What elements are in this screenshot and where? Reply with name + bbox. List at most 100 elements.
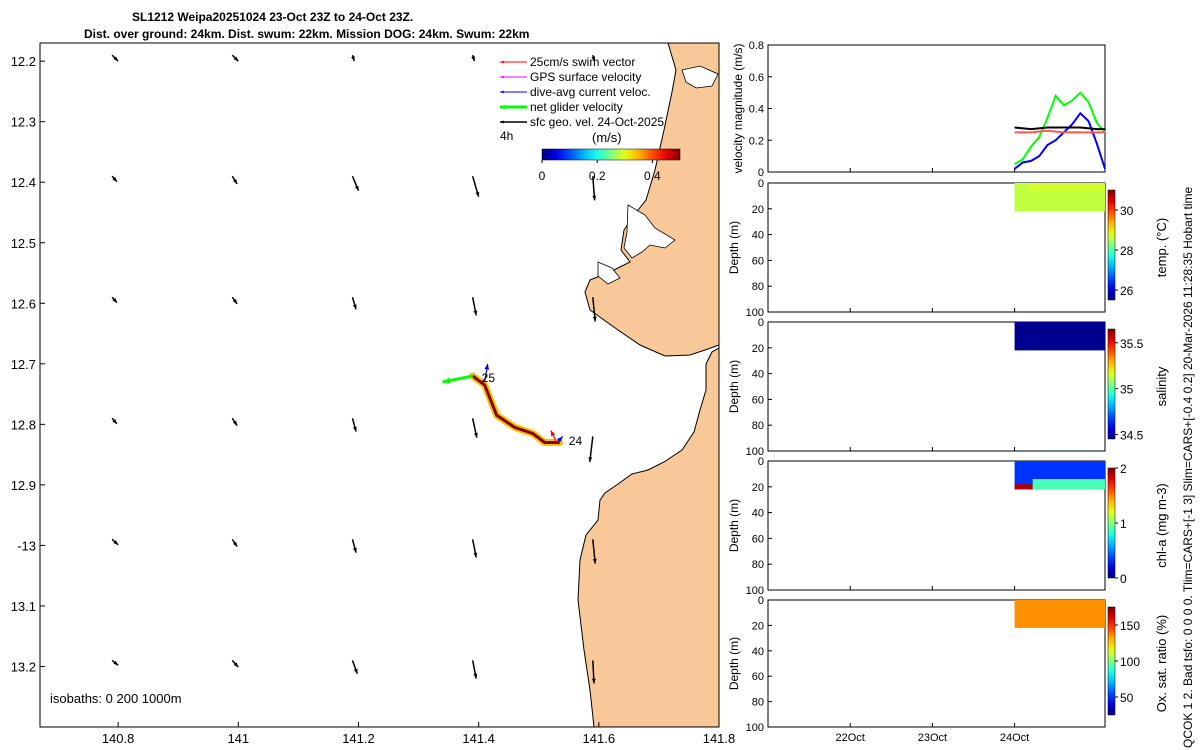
geo-vector (111, 175, 118, 183)
y-tick-label: 12.5 (11, 236, 36, 251)
depth-y-label: Depth (m) (727, 360, 741, 413)
depth-colorbar-tick-label: 1 (1120, 517, 1127, 531)
depth-y-tick-label: 20 (752, 343, 764, 355)
geo-vector (592, 176, 597, 201)
depth-y-tick-label: 0 (758, 317, 764, 329)
velocity-y-tick-label: 0 (758, 167, 764, 179)
depth-patch (1014, 600, 1105, 628)
depth-y-tick-label: 100 (746, 307, 764, 319)
chart-title-line-1: SL1212 Weipa20251024 23-Oct 23Z to 24-Oc… (132, 10, 414, 24)
depth-y-tick-label: 60 (752, 394, 764, 406)
bay-middle (623, 204, 676, 259)
colorbar-tick-label: 0.2 (589, 169, 606, 183)
x-tick-label: 141.2 (342, 731, 375, 746)
velocity-y-tick-label: 0.2 (749, 135, 764, 147)
depth-y-tick-label: 60 (752, 533, 764, 545)
y-tick-label: 12.3 (11, 115, 36, 130)
depth-colorbar-tick-label: 30 (1120, 204, 1134, 218)
depth-y-tick-label: 80 (752, 420, 764, 432)
y-tick-label: 12.6 (11, 296, 36, 311)
legend-swatch (500, 104, 527, 110)
chart-title-line-2: Dist. over ground: 24km. Dist. swum: 22k… (84, 27, 530, 41)
geo-vector (471, 297, 478, 316)
x-tick-label: 141 (227, 731, 249, 746)
geo-vector (111, 659, 119, 666)
geo-vector (231, 659, 239, 668)
date-tick-label: 23Oct (918, 732, 947, 744)
depth-y-tick-label: 0 (758, 595, 764, 607)
dive-current-vector (484, 363, 490, 383)
velocity-y-tick-label: 0.8 (749, 40, 764, 52)
depth-colorbar-label: chl-a (mg m-3) (1154, 483, 1169, 568)
x-tick-label: 141.4 (462, 731, 495, 746)
depth-colorbar-tick-label: 26 (1120, 284, 1134, 298)
y-tick-label: -13 (17, 538, 36, 553)
geo-vector (471, 660, 478, 679)
depth-colorbar-tick-label: 0 (1120, 572, 1127, 586)
velocity-y-tick-label: 0.4 (749, 104, 764, 116)
geo-vector (351, 297, 357, 310)
velocity-y-tick-label: 0.6 (749, 72, 764, 84)
velocity-y-label: velocity magnitude (m/s) (731, 43, 745, 173)
y-tick-label: 12.9 (11, 478, 36, 493)
depth-colorbar-tick-label: 2 (1120, 462, 1127, 476)
geo-vector (351, 539, 357, 553)
geo-vector (351, 54, 355, 62)
legend-swatch (500, 90, 527, 94)
depth-colorbar-tick-label: 100 (1120, 655, 1140, 669)
map-frame (39, 42, 720, 728)
legend-swatch (500, 120, 527, 124)
geo-vector (231, 175, 238, 185)
depth-colorbar (1107, 328, 1116, 440)
velocity-series-line (1014, 129, 1105, 134)
y-tick-label: 12.8 (11, 417, 36, 432)
geo-vector (231, 538, 238, 548)
geo-vector (471, 175, 480, 197)
legend-label: GPS surface velocity (530, 70, 641, 84)
legend-label: net glider velocity (530, 100, 623, 114)
depth-y-tick-label: 80 (752, 281, 764, 293)
geo-vector (591, 660, 596, 684)
depth-colorbar-tick-label: 28 (1120, 244, 1134, 258)
colorbar-label: (m/s) (592, 130, 622, 145)
depth-y-tick-label: 100 (746, 722, 764, 734)
depth-y-tick-label: 40 (752, 508, 764, 520)
geo-vector (231, 54, 239, 62)
depth-y-tick-label: 100 (746, 585, 764, 597)
geo-vector (588, 436, 594, 462)
geo-vector (111, 538, 119, 546)
y-tick-label: 13.2 (11, 659, 36, 674)
y-tick-label: 12.2 (11, 54, 36, 69)
x-tick-label: 141.8 (703, 731, 736, 746)
geo-vector (351, 418, 357, 432)
land-south (577, 347, 719, 727)
depth-colorbar-label: Ox. sat. ratio (%) (1154, 615, 1169, 713)
geo-vector (592, 297, 597, 322)
geo-vector (111, 296, 118, 304)
track-time-label: 25 (482, 371, 496, 385)
colorbar-bar (541, 148, 681, 161)
bay-north (681, 65, 719, 89)
colorbar-side-label: 4h (500, 129, 513, 143)
dive-current-vector (556, 436, 564, 443)
net-glider-vector (442, 374, 473, 384)
y-tick-label: 12.7 (11, 357, 36, 372)
depth-colorbar-label: temp. (°C) (1154, 218, 1169, 277)
y-tick-label: 12.4 (11, 175, 36, 190)
glider-track (471, 374, 560, 445)
geo-vector (592, 539, 597, 564)
depth-patch (1014, 322, 1105, 351)
date-tick-label: 22Oct (836, 732, 865, 744)
depth-y-label: Depth (m) (727, 499, 741, 552)
geo-vector (231, 296, 238, 305)
legend-swatch (500, 75, 527, 79)
depth-y-label: Depth (m) (727, 221, 741, 274)
bay-south (597, 261, 621, 285)
legend-swatch (500, 60, 527, 64)
colorbar-tick-label: 0.4 (644, 169, 661, 183)
x-tick-label: 141.6 (583, 731, 616, 746)
depth-y-tick-label: 0 (758, 456, 764, 468)
depth-colorbar-tick-label: 150 (1120, 619, 1140, 633)
